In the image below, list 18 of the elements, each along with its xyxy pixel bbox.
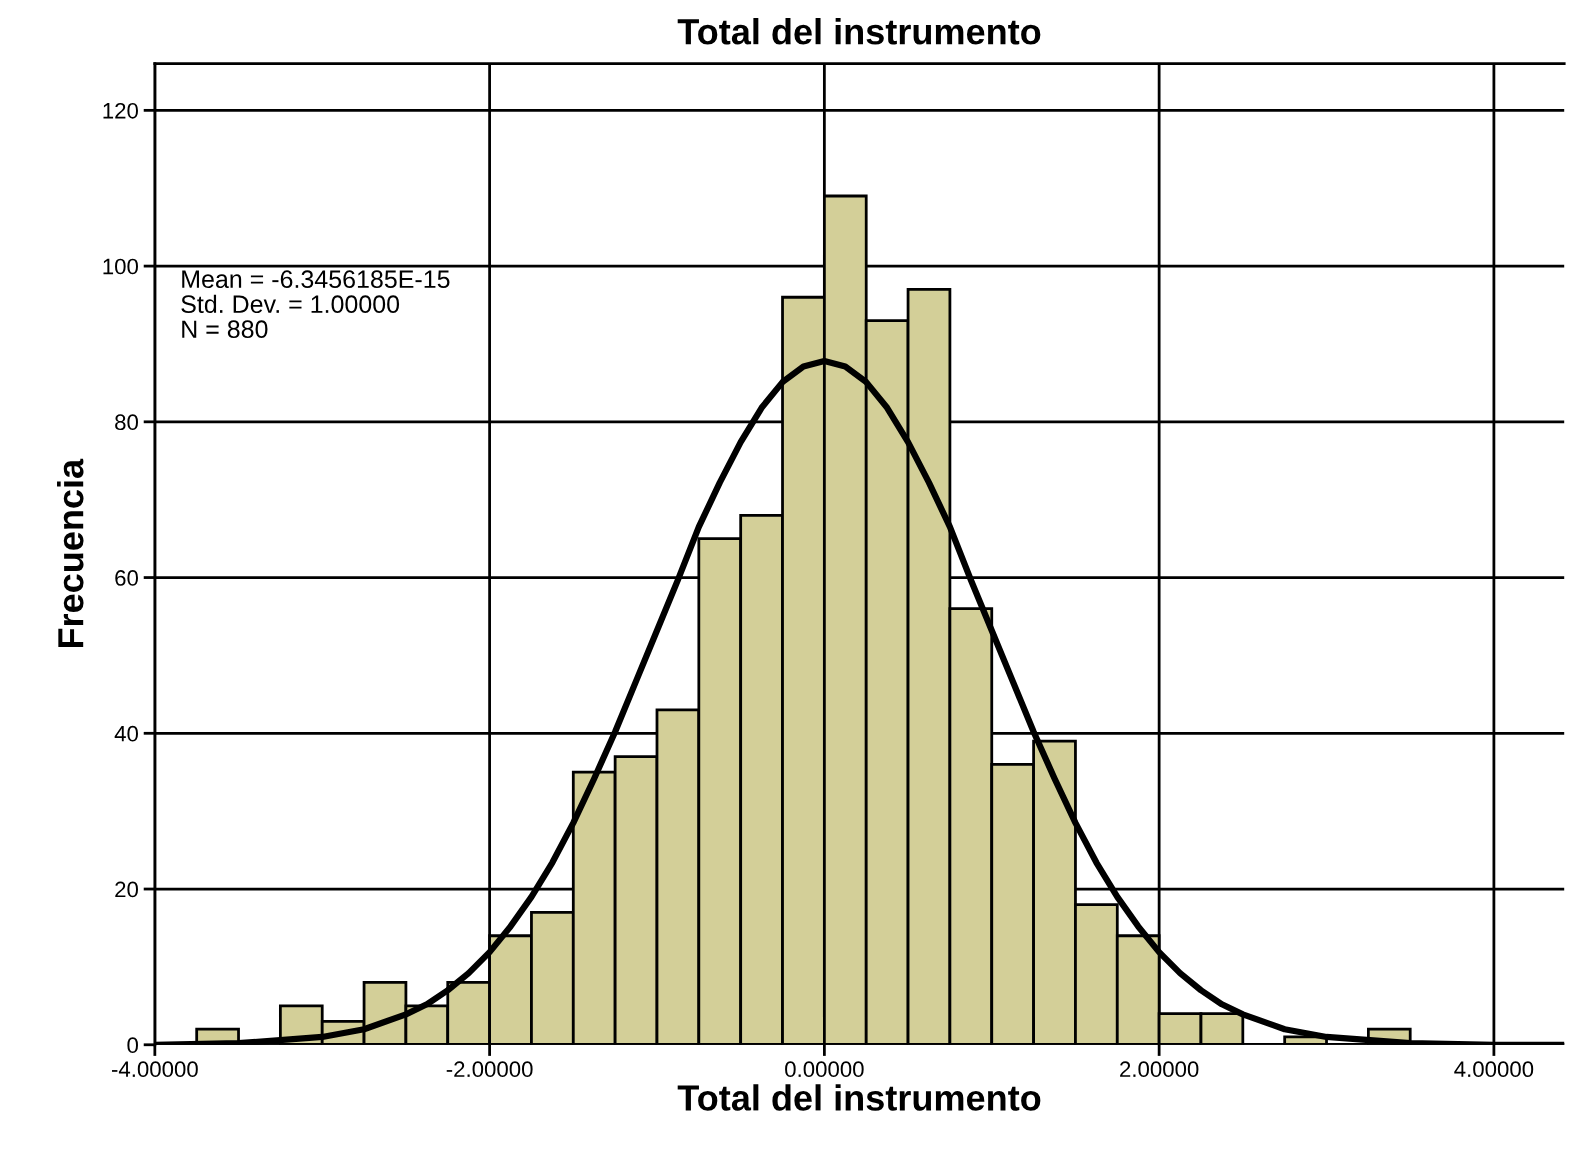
x-tick-label: 4.00000 (1454, 1061, 1534, 1078)
annotation: Std. Dev. = 1.00000 (181, 294, 400, 314)
annotation: N = 880 (182, 320, 268, 339)
y-tick-label: 40 (114, 725, 138, 742)
x-tick-label: -2.00000 (446, 1061, 533, 1078)
x-tick-label: 0.00000 (785, 1061, 864, 1078)
y-tick-label: 60 (115, 570, 138, 586)
annotation: Mean = -6.3456185E-15 (182, 270, 450, 289)
y-axis-title: Frecuencia (57, 458, 84, 648)
y-tick-label: 120 (103, 102, 138, 119)
y-tick-label: 0 (127, 1037, 138, 1054)
chart-title: Total del instrumento (677, 18, 1041, 45)
y-tick-label: 80 (115, 414, 138, 431)
x-axis-title: Total del instrumento (677, 1084, 1041, 1111)
y-tick-label: 100 (103, 258, 138, 275)
x-tick-label: 2.00000 (1120, 1061, 1199, 1078)
x-tick-label: -4.00000 (111, 1061, 198, 1078)
y-tick-label: 20 (115, 881, 138, 898)
